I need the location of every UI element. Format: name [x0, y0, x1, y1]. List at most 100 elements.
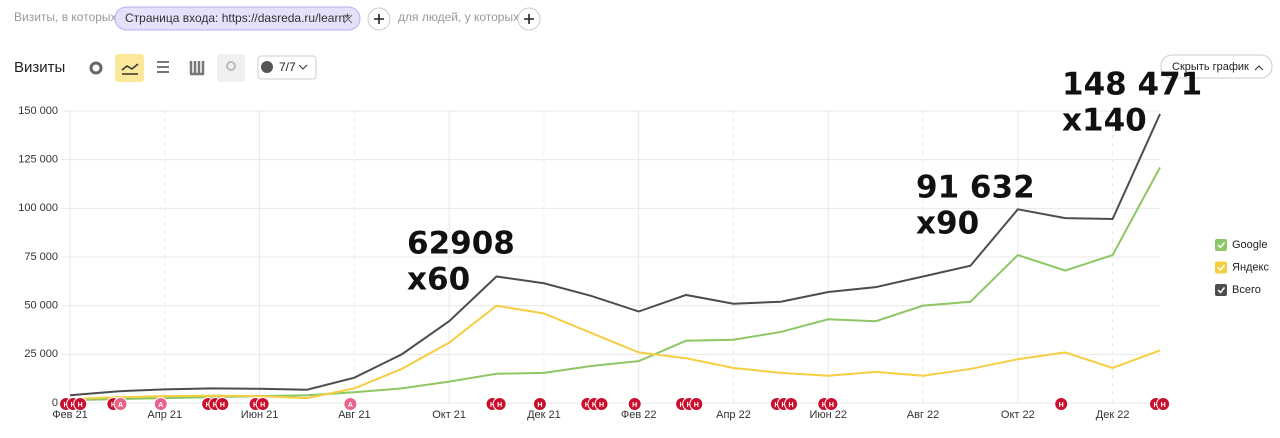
event-label: Н — [111, 402, 116, 409]
x-tick-label: Окт 21 — [432, 409, 466, 421]
annotation: 148 471 — [1062, 67, 1202, 103]
event-label: Н — [206, 402, 211, 409]
event-label: Н — [687, 402, 692, 409]
y-tick-label: 0 — [52, 397, 58, 409]
event-label: Н — [260, 402, 265, 409]
legend-label: Яндекс — [1232, 261, 1269, 273]
comments-count: 7/7 — [279, 60, 296, 74]
annotation: x140 — [1062, 103, 1147, 139]
x-tick-label: Дек 21 — [527, 409, 561, 421]
series-line — [69, 113, 1161, 397]
event-marker — [532, 397, 547, 411]
event-marker — [153, 397, 168, 411]
x-tick-label: Дек 22 — [1096, 409, 1130, 421]
event-label: Н — [1153, 402, 1158, 409]
event-label: Н — [632, 402, 637, 409]
hide-chart-button[interactable] — [1160, 54, 1273, 79]
map-icon — [226, 61, 236, 71]
event-label: Н — [781, 402, 786, 409]
event-label: Н — [78, 402, 83, 409]
event-marker — [343, 397, 358, 411]
event-marker — [215, 397, 230, 411]
x-tick-label: Июн 22 — [809, 409, 847, 421]
comment-icon — [261, 61, 273, 73]
map-mode[interactable] — [217, 54, 245, 82]
chevron — [298, 64, 308, 70]
event-label: Н — [789, 402, 794, 409]
chip-close[interactable] — [343, 14, 353, 24]
event-marker — [1054, 397, 1069, 411]
legend-swatch — [1215, 239, 1227, 251]
event-label: А — [158, 402, 163, 409]
comments-dropdown[interactable] — [257, 55, 317, 80]
event-label: Н — [253, 402, 258, 409]
x-tick-label: Апр 22 — [716, 409, 751, 421]
event-label: Н — [1161, 402, 1166, 409]
legend-check — [1217, 264, 1226, 272]
event-label: Н — [71, 402, 76, 409]
filter-chip[interactable] — [114, 6, 361, 31]
legend-swatch — [1215, 261, 1227, 274]
annotation: 91 632 — [916, 170, 1035, 206]
event-label: Н — [497, 402, 502, 409]
filter-chip-text: Страница входа: https://dasreda.ru/learn… — [125, 11, 350, 25]
x-tick-label: Окт 22 — [1001, 409, 1035, 421]
y-tick-label: 75 000 — [24, 251, 58, 263]
event-label: Н — [213, 402, 218, 409]
event-marker — [689, 397, 704, 411]
event-label: Н — [774, 402, 779, 409]
event-marker — [594, 397, 609, 411]
event-marker — [113, 397, 128, 411]
legend-label: Всего — [1232, 284, 1261, 296]
event-label: А — [348, 402, 353, 409]
filter-suffix: для людей, у которых — [398, 10, 519, 24]
legend-swatch — [1215, 284, 1227, 296]
annotation: x60 — [407, 262, 470, 298]
x-tick-label: Авг 22 — [907, 409, 939, 421]
event-marker — [255, 397, 270, 411]
event-label: Н — [490, 402, 495, 409]
legend-check — [1217, 242, 1226, 249]
y-tick-label: 50 000 — [24, 300, 58, 312]
y-tick-label: 150 000 — [18, 105, 58, 117]
event-marker — [824, 397, 839, 411]
line-icon — [121, 63, 139, 75]
y-tick-label: 125 000 — [18, 154, 58, 166]
area-icon[interactable] — [157, 61, 169, 73]
plus-icon — [374, 14, 384, 24]
x-tick-label: Фев 22 — [621, 409, 657, 421]
event-label: Н — [599, 402, 604, 409]
y-tick-label: 100 000 — [18, 202, 58, 214]
event-label: Н — [537, 402, 542, 409]
chevron — [1254, 65, 1264, 71]
event-label: Н — [829, 402, 834, 409]
bar-icon[interactable] — [189, 61, 205, 76]
event-label: Н — [585, 402, 590, 409]
event-label: Н — [592, 402, 597, 409]
y-tick-label: 25 000 — [24, 348, 58, 360]
event-label: Н — [220, 402, 225, 409]
event-label: А — [118, 402, 123, 409]
event-label: Н — [680, 402, 685, 409]
event-label: Н — [822, 402, 827, 409]
legend-label: Google — [1232, 239, 1267, 251]
filter-prefix: Визиты, в которых — [14, 10, 117, 24]
annotation: 62908 — [407, 226, 515, 262]
legend-check — [1217, 287, 1226, 294]
pie-icon[interactable] — [89, 61, 103, 75]
metric-title: Визиты — [14, 59, 65, 76]
event-marker — [627, 397, 642, 411]
annotation: x90 — [916, 206, 979, 242]
hide-chart-text: Скрыть график — [1172, 61, 1249, 73]
x-tick-label: Фев 21 — [52, 409, 88, 421]
x-tick-label: Апр 21 — [147, 409, 182, 421]
event-marker — [73, 397, 88, 411]
event-label: Н — [63, 402, 68, 409]
event-label: Н — [1059, 402, 1064, 409]
series-line — [69, 304, 1161, 401]
plus-icon — [524, 14, 534, 24]
x-tick-label: Июн 21 — [241, 409, 279, 421]
event-marker — [492, 397, 507, 411]
